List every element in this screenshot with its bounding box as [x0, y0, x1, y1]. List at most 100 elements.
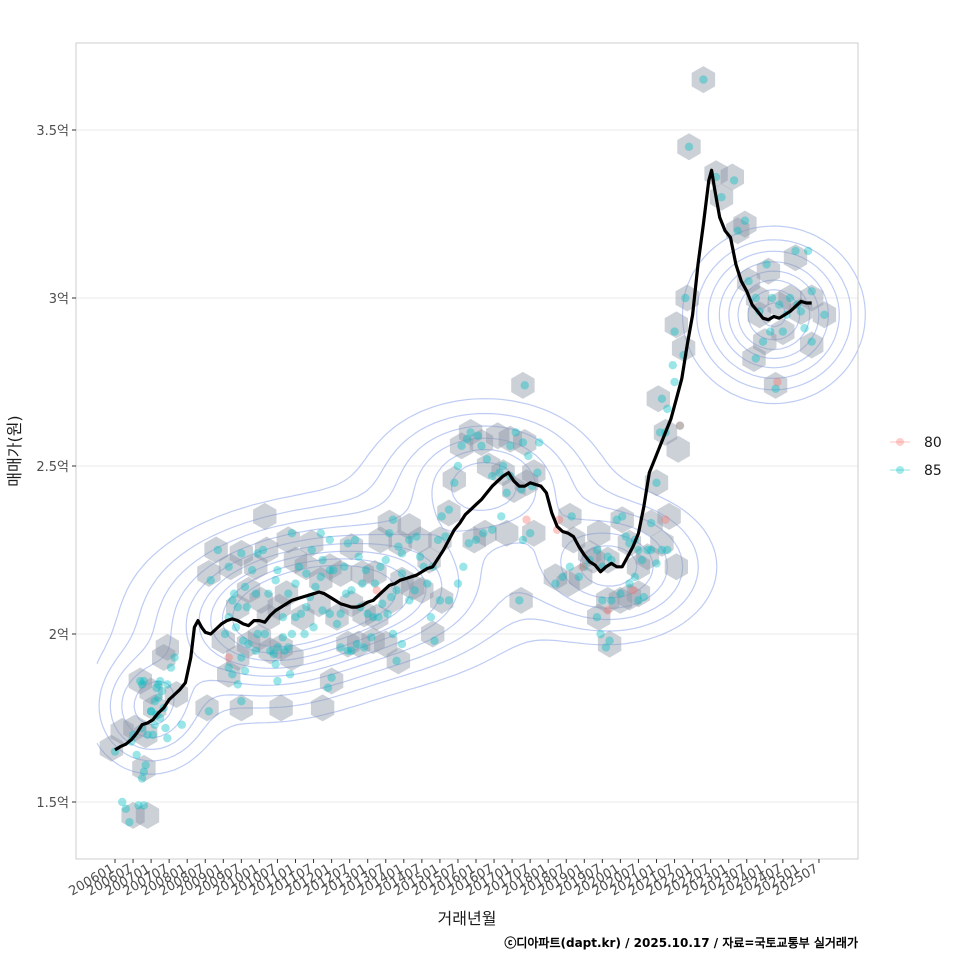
point-85-102 [340, 562, 349, 571]
point-85-36 [204, 707, 214, 716]
point-85-176 [435, 596, 445, 605]
point-85-104 [350, 535, 360, 545]
point-85-149 [453, 461, 463, 471]
hexbin-68 [336, 630, 360, 658]
hexbin-45 [310, 694, 335, 722]
hexbin-18 [244, 553, 268, 581]
point-85-241 [791, 246, 800, 256]
hexbin-57 [388, 529, 412, 557]
point-85-39 [224, 562, 233, 571]
point-85-231 [733, 226, 742, 235]
point-85-129 [392, 586, 401, 595]
density-contours [96, 225, 866, 775]
point-85-135 [367, 633, 376, 642]
point-85-122 [412, 532, 421, 541]
point-85-79 [318, 555, 327, 565]
hexbin-140 [650, 529, 674, 557]
y-tick-label-4: 3.5억 [36, 124, 69, 139]
hexbin-59 [408, 526, 432, 554]
point-85-90 [287, 529, 297, 538]
point-85-54 [220, 629, 230, 639]
point-85-92 [280, 646, 289, 655]
point-85-41 [253, 549, 262, 558]
hexbin-15 [204, 536, 228, 564]
point-85-17 [146, 707, 156, 716]
point-85-156 [488, 471, 497, 481]
point-85-27 [161, 723, 170, 733]
point-85-63 [237, 653, 246, 662]
hexbin-81 [502, 476, 526, 503]
hexbin-72 [442, 465, 466, 493]
hexbin-110 [646, 385, 670, 413]
point-85-222 [670, 377, 679, 387]
point-85-204 [630, 572, 640, 582]
point-85-254 [663, 545, 672, 555]
hexbin-121 [733, 210, 757, 238]
hexbin-54 [363, 560, 387, 587]
point-85-219 [657, 394, 667, 403]
point-85-185 [551, 579, 560, 588]
point-85-58 [253, 629, 262, 639]
hexbin-43 [229, 694, 253, 722]
hexbin-47 [325, 603, 349, 631]
point-85-64 [228, 670, 237, 679]
point-85-174 [453, 579, 463, 588]
point-85-3 [125, 817, 134, 827]
point-85-71 [278, 633, 288, 642]
point-85-99 [332, 619, 342, 629]
point-85-130 [386, 592, 396, 602]
point-85-78 [316, 572, 325, 582]
point-85-32 [150, 720, 159, 729]
hexbin-69 [417, 546, 441, 574]
hexbin-115 [677, 133, 701, 161]
hexbin-53 [365, 603, 389, 631]
point-85-215 [646, 545, 656, 555]
point-85-178 [430, 636, 439, 645]
point-85-246 [775, 300, 784, 309]
point-85-101 [341, 589, 351, 598]
point-85-93 [285, 670, 295, 679]
hexbin-63 [379, 586, 403, 614]
point-85-195 [612, 515, 621, 524]
point-85-117 [385, 529, 394, 538]
hexbin-40 [226, 644, 250, 671]
point-85-115 [376, 562, 385, 571]
point-85-77 [311, 582, 320, 592]
hexbin-126 [763, 371, 788, 399]
hexbin-132 [800, 331, 824, 359]
hexbin-107 [608, 586, 633, 614]
density-contour-8 [232, 564, 397, 648]
hexbin-138 [664, 553, 688, 581]
hexbin-82 [514, 469, 539, 497]
hexbin-66 [361, 627, 385, 655]
points-layer [110, 75, 829, 827]
point-85-88 [284, 589, 293, 598]
point-85-72 [287, 629, 297, 639]
point-85-184 [567, 512, 576, 521]
point-85-205 [625, 579, 634, 588]
point-85-83 [316, 529, 325, 538]
trend-layer [114, 168, 812, 752]
hexbin-125 [753, 328, 777, 356]
point-80-2 [522, 515, 531, 524]
point-80-8 [661, 515, 670, 524]
point-85-69 [271, 660, 280, 669]
point-85-234 [751, 293, 760, 303]
hexbin-37 [258, 637, 282, 665]
point-85-110 [363, 609, 372, 619]
hexbin-122 [736, 267, 761, 295]
point-85-89 [278, 613, 288, 622]
point-85-40 [237, 549, 246, 558]
hexbin-109 [644, 469, 669, 497]
point-85-138 [347, 646, 356, 655]
point-85-233 [744, 277, 753, 286]
y-tick-label-1: 2억 [49, 628, 69, 643]
point-85-245 [820, 310, 829, 319]
hexbin-74 [458, 418, 483, 446]
point-85-126 [410, 586, 419, 595]
hexbin-16 [218, 553, 243, 581]
hexbin-32 [318, 553, 342, 581]
point-85-225 [681, 293, 690, 303]
hexbin-137 [666, 435, 690, 463]
hexbin-71 [437, 499, 461, 527]
